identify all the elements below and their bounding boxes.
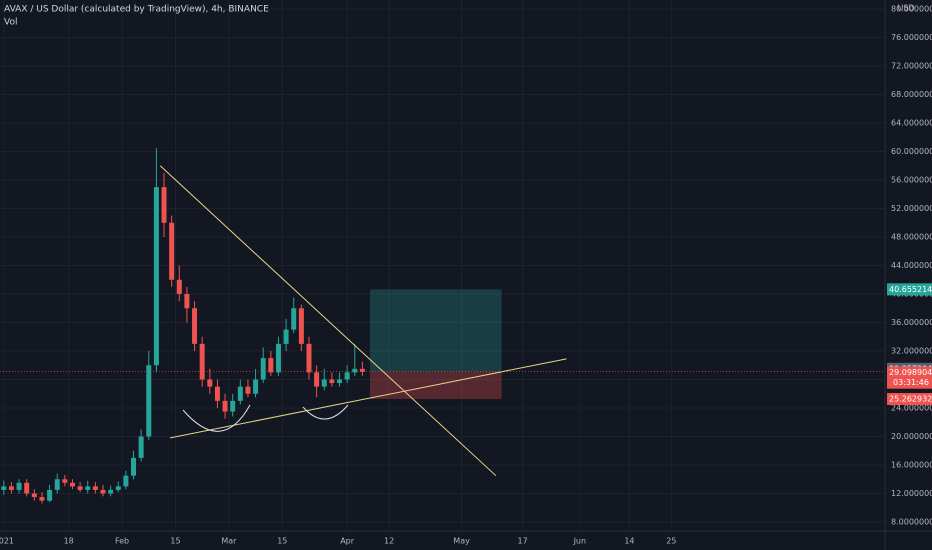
candle-body xyxy=(153,187,159,366)
candle-body xyxy=(359,368,365,372)
shoulder-arc xyxy=(182,404,251,432)
candle-body xyxy=(199,343,205,380)
candle-body xyxy=(253,379,259,394)
candle-body xyxy=(321,379,327,387)
x-tick-label: 14 xyxy=(624,537,634,546)
x-tick-label: 18 xyxy=(64,537,74,546)
x-tick-label: 2021 xyxy=(0,537,14,546)
candle-body xyxy=(69,482,75,487)
candle-body xyxy=(169,222,175,280)
candle-body xyxy=(47,489,53,501)
candle-body xyxy=(291,308,297,330)
currency-label: USD xyxy=(897,4,914,13)
candle-body xyxy=(245,386,251,394)
y-tick-label: 68.00000000 xyxy=(891,90,932,99)
y-tick-label: 60.00000000 xyxy=(891,147,932,156)
profit-zone xyxy=(370,289,502,372)
y-tick-label: 44.00000000 xyxy=(891,261,932,270)
shoulder-arc xyxy=(302,404,349,420)
price-tag xyxy=(887,366,932,389)
candle-body xyxy=(8,486,14,490)
price-tag-label: 25.26293222 xyxy=(889,395,932,404)
price-tag xyxy=(887,393,932,406)
symbol-title: AVAX / US Dollar (calculated by TradingV… xyxy=(4,5,269,15)
x-tick-label: 17 xyxy=(518,537,528,546)
candle-body xyxy=(100,489,106,494)
trendline xyxy=(170,358,567,439)
candle-body xyxy=(283,329,289,344)
y-tick-label: 12.00000000 xyxy=(891,489,932,498)
y-tick-label: 20.00000000 xyxy=(891,432,932,441)
candle-body xyxy=(192,308,198,344)
candle-body xyxy=(62,479,68,483)
x-tick-label: 15 xyxy=(277,537,287,546)
candle-body xyxy=(54,479,60,490)
candle-body xyxy=(131,457,137,476)
candle-body xyxy=(115,486,121,490)
x-tick-label: Mar xyxy=(221,537,237,546)
candle-body xyxy=(222,400,228,412)
y-tick-label: 32.00000000 xyxy=(891,347,932,356)
candle-body xyxy=(268,358,274,373)
indicator-label: Vol xyxy=(4,18,17,28)
price-tag-label: 40.65521496 xyxy=(889,285,932,294)
y-tick-label: 36.00000000 xyxy=(891,318,932,327)
candle-body xyxy=(314,372,320,387)
candle-body xyxy=(306,343,312,373)
candle-body xyxy=(337,379,343,384)
x-tick-label: 12 xyxy=(384,537,394,546)
trendline xyxy=(159,165,497,477)
candle-body xyxy=(214,386,220,401)
y-tick-label: 8.00000000 xyxy=(891,518,932,527)
y-tick-label: 76.00000000 xyxy=(891,33,932,42)
x-tick-label: Feb xyxy=(115,537,129,546)
candle-body xyxy=(275,343,281,373)
countdown: 03:31:46 xyxy=(893,378,929,387)
y-tick-label: 56.00000000 xyxy=(891,176,932,185)
candle-body xyxy=(39,497,45,501)
candle-body xyxy=(24,482,30,494)
y-tick-label: 72.00000000 xyxy=(891,62,932,71)
candle-body xyxy=(329,379,335,384)
candle-body xyxy=(230,400,236,412)
candle-body xyxy=(16,482,22,490)
x-tick-label: 15 xyxy=(170,537,180,546)
candle-body xyxy=(138,436,144,458)
x-tick-label: Jun xyxy=(573,537,587,546)
candle-body xyxy=(207,379,213,387)
y-tick-label: 52.00000000 xyxy=(891,204,932,213)
x-tick-label: 25 xyxy=(666,537,676,546)
candle-body xyxy=(237,386,243,401)
x-tick-label: Apr xyxy=(340,537,355,546)
candle-body xyxy=(92,486,98,490)
candle-body xyxy=(260,358,266,380)
candle-body xyxy=(344,372,350,380)
candle-body xyxy=(108,489,114,494)
candle-body xyxy=(352,368,358,373)
x-tick-label: May xyxy=(453,537,470,546)
candle-body xyxy=(146,365,152,437)
candle-body xyxy=(123,475,129,487)
candle-body xyxy=(176,279,182,294)
y-tick-label: 64.00000000 xyxy=(891,119,932,128)
candle-body xyxy=(31,493,37,498)
candle-body xyxy=(1,486,7,490)
candle-body xyxy=(161,187,167,223)
y-tick-label: 24.00000000 xyxy=(891,404,932,413)
price-tag xyxy=(887,283,932,296)
price-tag-label: 29.09890484 xyxy=(889,368,932,377)
y-tick-label: 48.00000000 xyxy=(891,233,932,242)
candle-body xyxy=(184,294,190,309)
candle-body xyxy=(77,486,83,490)
y-tick-label: 80.00000000 xyxy=(891,5,932,14)
candle-body xyxy=(298,308,304,344)
candle-body xyxy=(85,486,91,490)
y-tick-label: 16.00000000 xyxy=(891,461,932,470)
